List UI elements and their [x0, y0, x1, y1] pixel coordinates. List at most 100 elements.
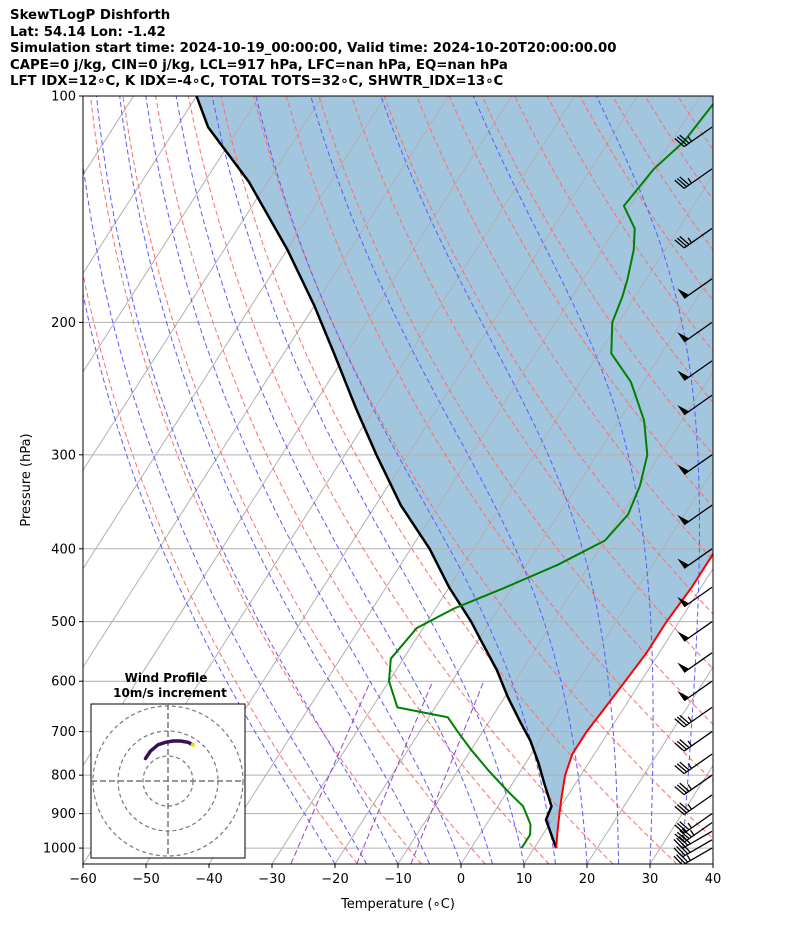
hodograph-subtitle: 10m/s increment [113, 686, 227, 700]
isotherm-line [271, 174, 713, 864]
moist-adiabat [596, 96, 700, 864]
moist-adiabat [119, 96, 430, 864]
stability-indices-line: LFT IDX=12∘C, K IDX=-4∘C, TOTAL TOTS=32∘… [10, 74, 504, 89]
isotherm-line [83, 96, 260, 373]
profile-series [195, 96, 713, 849]
dry-adiabat [448, 96, 713, 508]
isotherm-line [586, 666, 713, 864]
dry-adiabat [253, 96, 713, 840]
plot-area [0, 96, 794, 864]
cape-cin-shading [196, 96, 713, 849]
x-tick-label: −60 [69, 872, 96, 887]
wind-barb [677, 504, 713, 526]
isotherm-line [460, 469, 713, 864]
y-tick-label: 200 [51, 316, 76, 331]
y-axis-ticks: 1000 900 800 700 600 500 400 300 200 100 [43, 90, 83, 857]
wind-barb [677, 394, 713, 416]
dry-adiabat [83, 271, 358, 864]
dry-adiabat [776, 96, 794, 864]
dry-adiabat [187, 96, 614, 864]
y-tick-label: 800 [51, 769, 76, 784]
wind-barb [674, 753, 713, 775]
hodograph-inset: Wind Profile 10m/s increment [90, 671, 246, 859]
moist-adiabats [83, 96, 713, 864]
mixing-ratio-line [290, 680, 371, 864]
wind-barb [677, 321, 713, 343]
x-tick-label: −20 [321, 872, 348, 887]
x-tick-label: −10 [384, 872, 411, 887]
wind-barb [674, 774, 713, 796]
isotherm-line [523, 567, 713, 864]
x-tick-label: 40 [705, 872, 722, 887]
station-title: SkewTLogP Dishforth [10, 8, 171, 23]
x-tick-label: 0 [457, 872, 465, 887]
y-tick-label: 500 [51, 615, 76, 630]
wind-barb [677, 454, 713, 475]
x-tick-label: −30 [258, 872, 285, 887]
isotherm-line [712, 863, 713, 864]
wind-barb [674, 227, 713, 249]
mixing-ratio-line [356, 681, 434, 864]
wind-barb [674, 813, 713, 834]
moist-adiabat [380, 96, 619, 864]
dry-adiabat [155, 96, 550, 864]
moist-adiabat [83, 161, 367, 864]
wind-barb [674, 706, 713, 728]
x-axis-ticks: −60 −50 −40 −30 −20 −10 0 10 20 30 40 [69, 864, 721, 887]
wind-barb [677, 548, 713, 569]
x-tick-label: 20 [579, 872, 596, 887]
wind-barbs [673, 126, 713, 864]
moist-adiabat [255, 96, 556, 864]
isotherm-line [83, 96, 323, 472]
mixing-ratio-line [410, 681, 485, 864]
cape-cin-line: CAPE=0 j/kg, CIN=0 j/kg, LCL=917 hPa, LF… [10, 57, 508, 73]
dry-adiabat [709, 96, 713, 101]
chart-title-block: SkewTLogP Dishforth Lat: 54.14 Lon: -1.4… [10, 8, 617, 91]
hodograph-trace [143, 739, 195, 761]
isotherm-line [0, 96, 71, 864]
x-tick-label: 10 [516, 872, 533, 887]
wind-barb [677, 586, 713, 608]
dewpoint-profile-line [387, 102, 713, 849]
wind-barb [674, 794, 713, 816]
isotherm-line [83, 96, 197, 275]
moist-adiabat [145, 96, 462, 864]
moist-adiabat [175, 96, 493, 864]
moist-adiabat [83, 291, 336, 864]
isotherm-line [83, 96, 449, 669]
isotherm-line [0, 96, 8, 864]
simulation-time-line: Simulation start time: 2024-10-19_00:00:… [10, 41, 617, 56]
dry-adiabat [743, 96, 794, 864]
y-tick-label: 1000 [43, 842, 76, 857]
y-tick-label: 900 [51, 807, 76, 822]
temperature-profile-line [555, 552, 713, 849]
dry-adiabat [318, 96, 713, 726]
y-tick-label: 600 [51, 675, 76, 690]
wind-barb [674, 731, 713, 752]
dry-adiabat [285, 96, 713, 782]
moist-adiabat [211, 96, 525, 864]
x-tick-label: −50 [132, 872, 159, 887]
location-line: Lat: 54.14 Lon: -1.42 [10, 24, 166, 40]
hodograph-title: Wind Profile [125, 671, 208, 685]
parcel-profile-line [195, 96, 558, 849]
x-tick-label: −40 [195, 872, 222, 887]
dry-adiabat [481, 96, 713, 456]
wind-barb [674, 168, 713, 189]
wind-barb [677, 360, 713, 381]
y-tick-label: 400 [51, 542, 76, 557]
y-axis-label: Pressure (hPa) [19, 433, 34, 526]
wind-barb [674, 822, 713, 843]
y-tick-label: 700 [51, 725, 76, 740]
wind-barb [677, 621, 713, 642]
y-tick-label: 100 [51, 90, 76, 105]
y-tick-label: 300 [51, 448, 76, 463]
moist-adiabat [96, 96, 399, 864]
x-axis-label: Temperature (∘C) [340, 897, 455, 912]
wind-barb [677, 680, 713, 702]
isotherm-line [334, 272, 713, 864]
wind-barb [677, 652, 713, 673]
moist-adiabat [712, 859, 713, 864]
moist-adiabat [472, 96, 654, 864]
